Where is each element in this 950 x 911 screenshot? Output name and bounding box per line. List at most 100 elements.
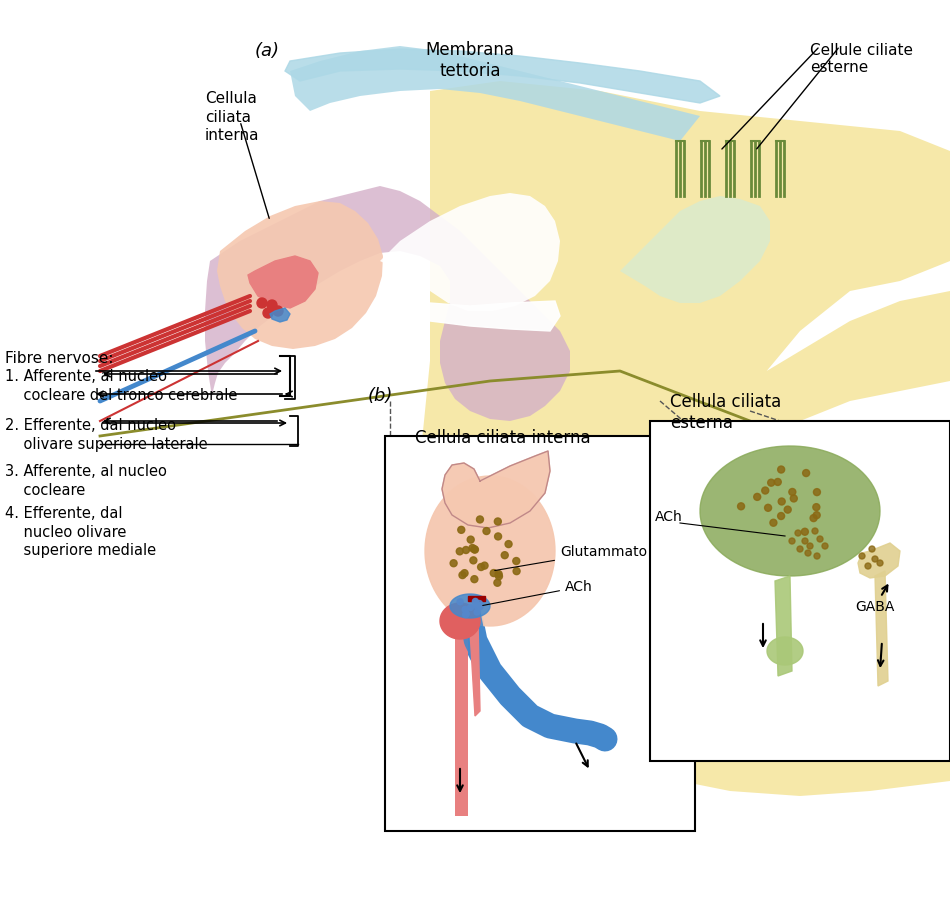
Circle shape: [467, 536, 474, 543]
Polygon shape: [285, 49, 720, 103]
Polygon shape: [767, 637, 803, 665]
Circle shape: [859, 553, 865, 559]
Circle shape: [812, 528, 818, 534]
Circle shape: [471, 546, 479, 553]
Circle shape: [768, 479, 774, 486]
Circle shape: [802, 528, 808, 536]
Circle shape: [481, 562, 488, 569]
Circle shape: [467, 605, 474, 610]
Circle shape: [784, 507, 791, 513]
Circle shape: [802, 538, 808, 544]
Circle shape: [463, 547, 469, 554]
Polygon shape: [448, 606, 478, 633]
Circle shape: [472, 599, 479, 604]
Circle shape: [450, 559, 457, 567]
Circle shape: [813, 512, 820, 518]
Circle shape: [805, 550, 811, 556]
Text: Cellula ciliata interna: Cellula ciliata interna: [415, 429, 591, 447]
Polygon shape: [700, 446, 880, 576]
Text: Membrana
tettoria: Membrana tettoria: [426, 41, 515, 80]
Circle shape: [810, 515, 817, 522]
Polygon shape: [270, 308, 290, 322]
Text: ACh: ACh: [655, 510, 683, 524]
Text: Cellula ciliata
esterna: Cellula ciliata esterna: [670, 394, 781, 432]
Circle shape: [813, 504, 820, 511]
Polygon shape: [620, 196, 770, 303]
Circle shape: [459, 571, 466, 578]
Text: 4. Efferente, dal
    nucleo olivare
    superiore mediale: 4. Efferente, dal nucleo olivare superio…: [5, 506, 156, 558]
Circle shape: [457, 599, 463, 605]
Text: ACh: ACh: [483, 580, 593, 606]
Circle shape: [477, 516, 484, 523]
Polygon shape: [205, 186, 570, 421]
Circle shape: [463, 611, 468, 618]
Polygon shape: [442, 451, 550, 528]
Circle shape: [477, 604, 483, 609]
Circle shape: [817, 536, 823, 542]
Polygon shape: [468, 621, 480, 716]
Circle shape: [814, 553, 820, 559]
Polygon shape: [410, 81, 950, 796]
Circle shape: [737, 503, 745, 510]
Circle shape: [471, 576, 478, 583]
Circle shape: [513, 568, 520, 575]
Circle shape: [257, 298, 267, 308]
Polygon shape: [875, 571, 888, 686]
Circle shape: [474, 603, 480, 609]
Circle shape: [513, 558, 520, 565]
Polygon shape: [425, 476, 555, 626]
Circle shape: [822, 543, 828, 549]
Circle shape: [458, 527, 465, 533]
Circle shape: [865, 563, 871, 569]
Bar: [385, 436, 695, 831]
Circle shape: [456, 548, 464, 555]
Circle shape: [462, 607, 468, 612]
Text: (a): (a): [255, 42, 280, 60]
Circle shape: [778, 513, 785, 519]
Circle shape: [263, 308, 273, 318]
Polygon shape: [217, 201, 383, 349]
Circle shape: [496, 573, 503, 579]
Circle shape: [505, 540, 512, 548]
Circle shape: [778, 466, 785, 473]
Circle shape: [770, 519, 777, 527]
Bar: [650, 421, 950, 761]
Circle shape: [478, 564, 484, 570]
Circle shape: [795, 530, 801, 536]
Circle shape: [807, 543, 813, 549]
Polygon shape: [248, 256, 318, 308]
Circle shape: [813, 488, 821, 496]
Circle shape: [797, 546, 803, 552]
Circle shape: [502, 552, 508, 558]
Text: 1. Afferente, al nucleo
    cocleare del tronco cerebrale: 1. Afferente, al nucleo cocleare del tro…: [5, 369, 238, 403]
Circle shape: [790, 495, 797, 502]
Circle shape: [869, 546, 875, 552]
Text: Cellula
ciliata
interna: Cellula ciliata interna: [205, 91, 259, 143]
Polygon shape: [858, 543, 900, 578]
Text: 3. Afferente, al nucleo
    cocleare: 3. Afferente, al nucleo cocleare: [5, 464, 167, 497]
Text: Fibre nervose:: Fibre nervose:: [5, 351, 113, 366]
Circle shape: [273, 306, 283, 316]
Circle shape: [872, 556, 878, 562]
Polygon shape: [385, 301, 560, 331]
Circle shape: [494, 518, 502, 525]
Polygon shape: [468, 596, 485, 601]
Circle shape: [473, 600, 479, 606]
Polygon shape: [455, 621, 468, 816]
Circle shape: [803, 469, 809, 476]
Circle shape: [494, 579, 501, 587]
Polygon shape: [440, 603, 480, 639]
Circle shape: [753, 494, 761, 500]
Circle shape: [477, 600, 483, 607]
Circle shape: [483, 527, 490, 535]
Circle shape: [470, 557, 477, 564]
Polygon shape: [290, 46, 700, 141]
Circle shape: [495, 570, 503, 578]
Circle shape: [788, 488, 796, 496]
Circle shape: [789, 538, 795, 544]
Circle shape: [267, 300, 277, 310]
Text: Cellule ciliate
esterne: Cellule ciliate esterne: [810, 43, 913, 76]
Text: 2. Efferente, dal nucleo
    olivare superiore laterale: 2. Efferente, dal nucleo olivare superio…: [5, 418, 208, 452]
Polygon shape: [380, 193, 560, 311]
Circle shape: [765, 505, 771, 511]
